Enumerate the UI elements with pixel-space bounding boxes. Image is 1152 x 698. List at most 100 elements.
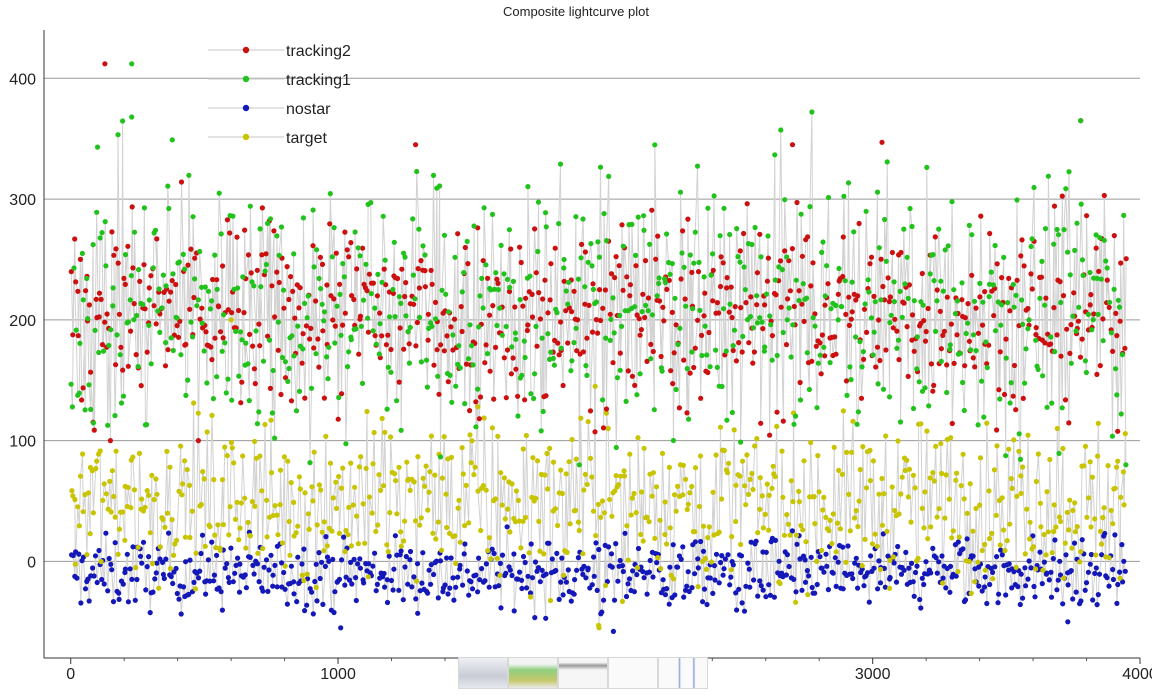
data-point-target [122, 537, 128, 543]
data-point-target [695, 584, 701, 590]
data-point-tracking2 [351, 296, 357, 303]
data-point-target [1077, 559, 1083, 565]
data-point-tracking2 [994, 427, 1000, 433]
data-point-target [530, 455, 536, 461]
data-point-target [708, 559, 715, 565]
data-point-target [664, 541, 670, 547]
data-point-nostar [809, 584, 815, 591]
data-point-nostar [462, 541, 468, 547]
data-point-tracking1 [122, 252, 129, 258]
data-point-tracking1 [533, 323, 539, 329]
data-point-tracking1 [375, 271, 381, 277]
data-point-tracking2 [401, 346, 407, 352]
data-point-tracking2 [487, 368, 493, 374]
data-point-nostar [593, 540, 599, 546]
data-point-target [302, 490, 308, 496]
data-point-nostar [776, 558, 782, 564]
data-point-target [167, 464, 173, 470]
data-point-target [135, 544, 141, 550]
thumbnail-2[interactable] [508, 657, 558, 689]
data-point-tracking1 [418, 359, 424, 365]
data-point-nostar [479, 566, 485, 572]
data-point-nostar [529, 575, 536, 581]
thumbnail-4[interactable] [608, 657, 658, 689]
data-point-target [529, 494, 535, 500]
data-point-tracking1 [246, 398, 252, 404]
data-point-tracking1 [281, 287, 287, 293]
data-point-tracking2 [1060, 293, 1067, 299]
data-point-nostar [736, 586, 742, 592]
data-point-tracking1 [1066, 169, 1072, 175]
thumbnail-1[interactable] [458, 657, 508, 689]
data-point-target [844, 449, 850, 455]
data-point-tracking2 [276, 279, 282, 286]
data-point-tracking2 [1066, 420, 1072, 426]
data-point-target [547, 597, 554, 604]
thumbnail-strip[interactable] [458, 657, 708, 689]
data-point-target [601, 510, 608, 516]
data-point-nostar [532, 615, 538, 621]
data-point-tracking2 [448, 324, 454, 330]
data-point-nostar [799, 587, 805, 593]
data-point-target [915, 555, 921, 562]
data-point-nostar [323, 534, 329, 540]
data-point-nostar [804, 568, 811, 574]
data-point-target [827, 517, 833, 524]
data-point-nostar [741, 608, 748, 614]
data-point-tracking2 [413, 142, 419, 148]
data-point-tracking1 [170, 347, 176, 354]
data-point-tracking1 [1010, 281, 1016, 288]
data-point-target [481, 415, 487, 421]
data-point-tracking1 [216, 190, 222, 196]
data-point-tracking1 [221, 312, 227, 318]
data-point-tracking1 [469, 343, 475, 349]
data-point-tracking1 [199, 320, 205, 326]
data-point-nostar [987, 581, 993, 588]
data-point-target [224, 453, 230, 459]
data-point-nostar [266, 567, 272, 573]
data-point-nostar [784, 552, 791, 558]
data-point-nostar [1083, 580, 1090, 586]
data-point-nostar [751, 577, 757, 583]
data-point-target [542, 472, 548, 478]
data-point-target [509, 481, 515, 487]
data-point-target [744, 452, 750, 458]
data-point-tracking1 [512, 330, 519, 336]
data-point-target [902, 467, 908, 474]
data-point-tracking2 [597, 317, 604, 324]
data-point-tracking1 [363, 261, 369, 267]
data-point-target [942, 515, 948, 521]
data-point-nostar [906, 565, 912, 571]
data-point-tracking2 [979, 322, 986, 328]
data-point-tracking2 [729, 314, 735, 321]
data-point-tracking1 [359, 380, 366, 386]
data-point-tracking1 [968, 347, 974, 353]
data-point-tracking1 [940, 288, 946, 294]
data-point-nostar [757, 578, 763, 584]
data-point-tracking2 [1013, 407, 1019, 413]
data-point-tracking2 [1048, 341, 1054, 347]
data-point-tracking2 [904, 324, 910, 330]
data-point-tracking2 [175, 334, 182, 340]
data-point-target [840, 408, 847, 414]
data-point-target [908, 519, 914, 525]
data-point-tracking2 [874, 344, 881, 350]
data-point-target [93, 465, 99, 472]
data-point-tracking2 [379, 333, 385, 339]
data-point-tracking1 [159, 305, 165, 311]
data-point-tracking2 [909, 312, 916, 318]
data-point-target [834, 520, 841, 526]
data-point-tracking2 [494, 276, 500, 282]
data-point-target [713, 452, 719, 458]
data-point-tracking2 [390, 290, 396, 296]
data-point-target [925, 536, 931, 542]
data-point-tracking2 [310, 243, 316, 249]
thumbnail-5[interactable] [658, 657, 708, 689]
data-point-tracking2 [1042, 340, 1048, 346]
thumbnail-3[interactable] [558, 657, 608, 689]
data-point-target [823, 514, 829, 521]
data-point-target [215, 522, 221, 528]
data-point-target [329, 528, 335, 534]
data-point-tracking1 [911, 298, 917, 304]
data-point-tracking2 [1101, 192, 1107, 199]
